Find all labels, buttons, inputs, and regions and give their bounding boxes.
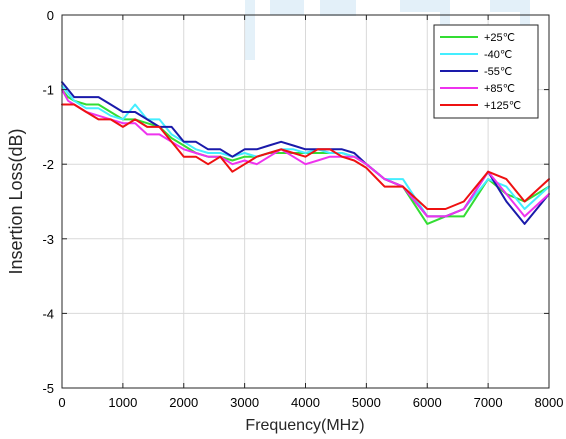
y-tick-label: -4: [42, 306, 54, 321]
series-line-4: [61, 103, 550, 210]
y-tick-label: -5: [42, 381, 54, 396]
x-tick-label: 1000: [108, 395, 137, 410]
y-tick-label: -3: [42, 232, 54, 247]
y-axis-label: Insertion Loss(dB): [6, 128, 26, 274]
x-tick-label: 2000: [169, 395, 198, 410]
legend-label: +85℃: [484, 83, 515, 95]
axes: 0 1000 2000 3000 4000 5000 6000 7000 8000 0 -1 -2 -3…: [42, 8, 563, 410]
y-tick-label: -2: [42, 157, 54, 172]
x-tick-label: 8000: [535, 395, 564, 410]
legend-label: -40℃: [484, 49, 512, 61]
x-tick-label: 5000: [352, 395, 381, 410]
series-lines: [61, 81, 550, 225]
series-line-3: [61, 88, 550, 218]
legend: +25℃ -40℃ -55℃ +85℃ +125℃: [433, 24, 539, 119]
x-tick-label: 4000: [291, 395, 320, 410]
y-tick-label: 0: [47, 8, 54, 23]
legend-label: -55℃: [484, 66, 512, 78]
x-axis-label: Frequency(MHz): [245, 417, 364, 434]
legend-label: +125℃: [484, 100, 521, 112]
y-tick-label: -1: [42, 83, 54, 98]
legend-label: +25℃: [484, 32, 515, 44]
x-tick-label: 3000: [230, 395, 259, 410]
x-tick-label: 7000: [474, 395, 503, 410]
x-tick-label: 0: [58, 395, 65, 410]
x-tick-label: 6000: [413, 395, 442, 410]
